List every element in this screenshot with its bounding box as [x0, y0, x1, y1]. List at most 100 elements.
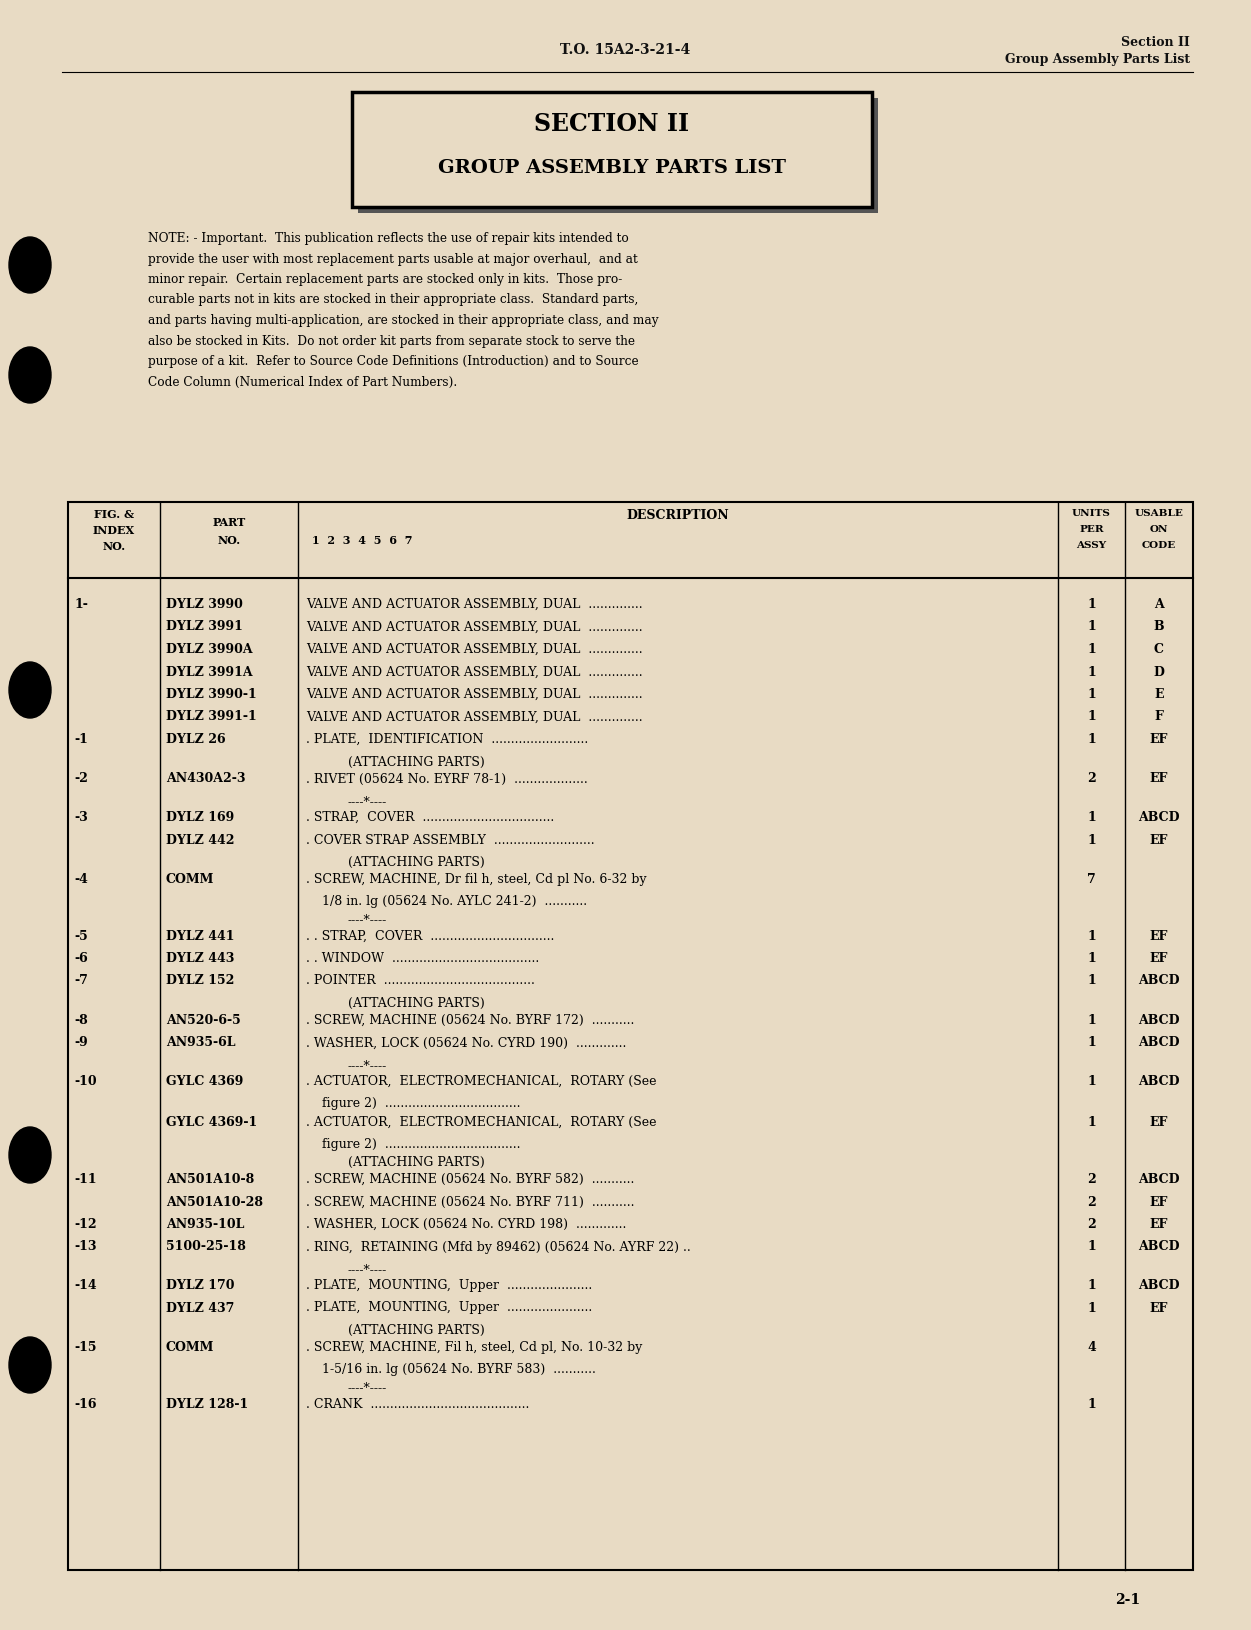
Text: T.O. 15A2-3-21-4: T.O. 15A2-3-21-4: [560, 42, 691, 57]
Text: ----*----: ----*----: [348, 1060, 388, 1073]
Text: . COVER STRAP ASSEMBLY  ..........................: . COVER STRAP ASSEMBLY .................…: [306, 833, 594, 846]
Text: CODE: CODE: [1142, 541, 1176, 549]
Text: EF: EF: [1150, 1115, 1168, 1128]
Text: EF: EF: [1150, 929, 1168, 942]
Text: ABCD: ABCD: [1138, 812, 1180, 825]
Text: 1: 1: [1087, 642, 1096, 655]
Text: DYLZ 3990A: DYLZ 3990A: [166, 642, 253, 655]
Text: ABCD: ABCD: [1138, 1014, 1180, 1027]
Text: GROUP ASSEMBLY PARTS LIST: GROUP ASSEMBLY PARTS LIST: [438, 160, 786, 178]
Text: . RING,  RETAINING (Mfd by 89462) (05624 No. AYRF 22) ..: . RING, RETAINING (Mfd by 89462) (05624 …: [306, 1240, 691, 1253]
Text: ON: ON: [1150, 525, 1168, 535]
Text: 4: 4: [1087, 1341, 1096, 1355]
Text: -12: -12: [74, 1218, 96, 1231]
Text: ----*----: ----*----: [348, 913, 388, 926]
Text: 1: 1: [1087, 1301, 1096, 1314]
Text: -2: -2: [74, 773, 88, 786]
Text: 1-5/16 in. lg (05624 No. BYRF 583)  ...........: 1-5/16 in. lg (05624 No. BYRF 583) .....…: [306, 1364, 595, 1376]
Text: B: B: [1153, 621, 1165, 634]
Text: purpose of a kit.  Refer to Source Code Definitions (Introduction) and to Source: purpose of a kit. Refer to Source Code D…: [148, 355, 638, 368]
Text: ABCD: ABCD: [1138, 975, 1180, 988]
Text: VALVE AND ACTUATOR ASSEMBLY, DUAL  ..............: VALVE AND ACTUATOR ASSEMBLY, DUAL ......…: [306, 688, 643, 701]
Text: . WASHER, LOCK (05624 No. CYRD 190)  .............: . WASHER, LOCK (05624 No. CYRD 190) ....…: [306, 1037, 627, 1050]
Text: 1: 1: [1087, 1014, 1096, 1027]
Text: DYLZ 170: DYLZ 170: [166, 1280, 234, 1293]
Text: 1: 1: [1087, 734, 1096, 747]
Text: -11: -11: [74, 1174, 96, 1187]
Text: (ATTACHING PARTS): (ATTACHING PARTS): [348, 755, 484, 768]
Text: 1: 1: [1087, 833, 1096, 846]
Text: 1: 1: [1087, 812, 1096, 825]
Bar: [68, 502, 1193, 1570]
Text: . SCREW, MACHINE (05624 No. BYRF 172)  ...........: . SCREW, MACHINE (05624 No. BYRF 172) ..…: [306, 1014, 634, 1027]
Text: figure 2)  ...................................: figure 2) ..............................…: [306, 1138, 520, 1151]
Text: DYLZ 442: DYLZ 442: [166, 833, 234, 846]
Text: DYLZ 3991A: DYLZ 3991A: [166, 665, 253, 678]
Text: GYLC 4369-1: GYLC 4369-1: [166, 1115, 258, 1128]
Text: NO.: NO.: [103, 541, 125, 553]
Text: Section II: Section II: [1121, 36, 1190, 49]
Text: 5100-25-18: 5100-25-18: [166, 1240, 246, 1253]
Text: -13: -13: [74, 1240, 96, 1253]
Text: . PLATE,  IDENTIFICATION  .........................: . PLATE, IDENTIFICATION ................…: [306, 734, 588, 747]
Text: EF: EF: [1150, 1195, 1168, 1208]
Text: ABCD: ABCD: [1138, 1076, 1180, 1087]
Text: DYLZ 152: DYLZ 152: [166, 975, 234, 988]
Ellipse shape: [9, 1337, 51, 1394]
Text: ABCD: ABCD: [1138, 1240, 1180, 1253]
Text: COMM: COMM: [166, 874, 214, 887]
Text: ----*----: ----*----: [348, 795, 388, 808]
Text: -14: -14: [74, 1280, 96, 1293]
Text: DYLZ 3991-1: DYLZ 3991-1: [166, 711, 256, 724]
Text: . . STRAP,  COVER  ................................: . . STRAP, COVER .......................…: [306, 929, 554, 942]
Text: (ATTACHING PARTS): (ATTACHING PARTS): [348, 998, 484, 1011]
Text: PER: PER: [1080, 525, 1103, 535]
Text: ABCD: ABCD: [1138, 1280, 1180, 1293]
Text: 1  2  3  4  5  6  7: 1 2 3 4 5 6 7: [311, 535, 413, 546]
Text: ASSY: ASSY: [1076, 541, 1107, 549]
Text: EF: EF: [1150, 1218, 1168, 1231]
Text: Group Assembly Parts List: Group Assembly Parts List: [1005, 54, 1190, 67]
Text: AN935-6L: AN935-6L: [166, 1037, 235, 1050]
Bar: [352, 91, 872, 207]
Text: . SCREW, MACHINE (05624 No. BYRF 711)  ...........: . SCREW, MACHINE (05624 No. BYRF 711) ..…: [306, 1195, 634, 1208]
Text: . SCREW, MACHINE, Dr fil h, steel, Cd pl No. 6-32 by: . SCREW, MACHINE, Dr fil h, steel, Cd pl…: [306, 874, 647, 887]
Text: 1: 1: [1087, 688, 1096, 701]
Text: EF: EF: [1150, 1301, 1168, 1314]
Text: 1: 1: [1087, 1037, 1096, 1050]
Bar: [358, 98, 878, 214]
Text: 2: 2: [1087, 773, 1096, 786]
Text: 1: 1: [1087, 1280, 1096, 1293]
Text: DYLZ 26: DYLZ 26: [166, 734, 225, 747]
Text: . SCREW, MACHINE, Fil h, steel, Cd pl, No. 10-32 by: . SCREW, MACHINE, Fil h, steel, Cd pl, N…: [306, 1341, 642, 1355]
Text: -10: -10: [74, 1076, 96, 1087]
Text: VALVE AND ACTUATOR ASSEMBLY, DUAL  ..............: VALVE AND ACTUATOR ASSEMBLY, DUAL ......…: [306, 598, 643, 611]
Text: minor repair.  Certain replacement parts are stocked only in kits.  Those pro-: minor repair. Certain replacement parts …: [148, 272, 622, 285]
Text: (ATTACHING PARTS): (ATTACHING PARTS): [348, 856, 484, 869]
Text: . RIVET (05624 No. EYRF 78-1)  ...................: . RIVET (05624 No. EYRF 78-1) ..........…: [306, 773, 588, 786]
Text: PART: PART: [213, 517, 245, 528]
Text: 2: 2: [1087, 1174, 1096, 1187]
Text: AN501A10-8: AN501A10-8: [166, 1174, 254, 1187]
Text: COMM: COMM: [166, 1341, 214, 1355]
Text: EF: EF: [1150, 833, 1168, 846]
Text: 1: 1: [1087, 1076, 1096, 1087]
Text: 7: 7: [1087, 874, 1096, 887]
Text: -5: -5: [74, 929, 88, 942]
Text: -16: -16: [74, 1397, 96, 1410]
Text: DYLZ 443: DYLZ 443: [166, 952, 234, 965]
Text: DYLZ 3990-1: DYLZ 3990-1: [166, 688, 256, 701]
Ellipse shape: [9, 236, 51, 293]
Text: DYLZ 3990: DYLZ 3990: [166, 598, 243, 611]
Text: D: D: [1153, 665, 1165, 678]
Text: 1: 1: [1087, 929, 1096, 942]
Text: DYLZ 128-1: DYLZ 128-1: [166, 1397, 248, 1410]
Text: . SCREW, MACHINE (05624 No. BYRF 582)  ...........: . SCREW, MACHINE (05624 No. BYRF 582) ..…: [306, 1174, 634, 1187]
Text: INDEX: INDEX: [93, 525, 135, 536]
Text: -15: -15: [74, 1341, 96, 1355]
Text: . PLATE,  MOUNTING,  Upper  ......................: . PLATE, MOUNTING, Upper ...............…: [306, 1301, 592, 1314]
Text: NOTE: - Important.  This publication reflects the use of repair kits intended to: NOTE: - Important. This publication refl…: [148, 231, 629, 244]
Text: VALVE AND ACTUATOR ASSEMBLY, DUAL  ..............: VALVE AND ACTUATOR ASSEMBLY, DUAL ......…: [306, 621, 643, 634]
Text: EF: EF: [1150, 952, 1168, 965]
Text: AN935-10L: AN935-10L: [166, 1218, 244, 1231]
